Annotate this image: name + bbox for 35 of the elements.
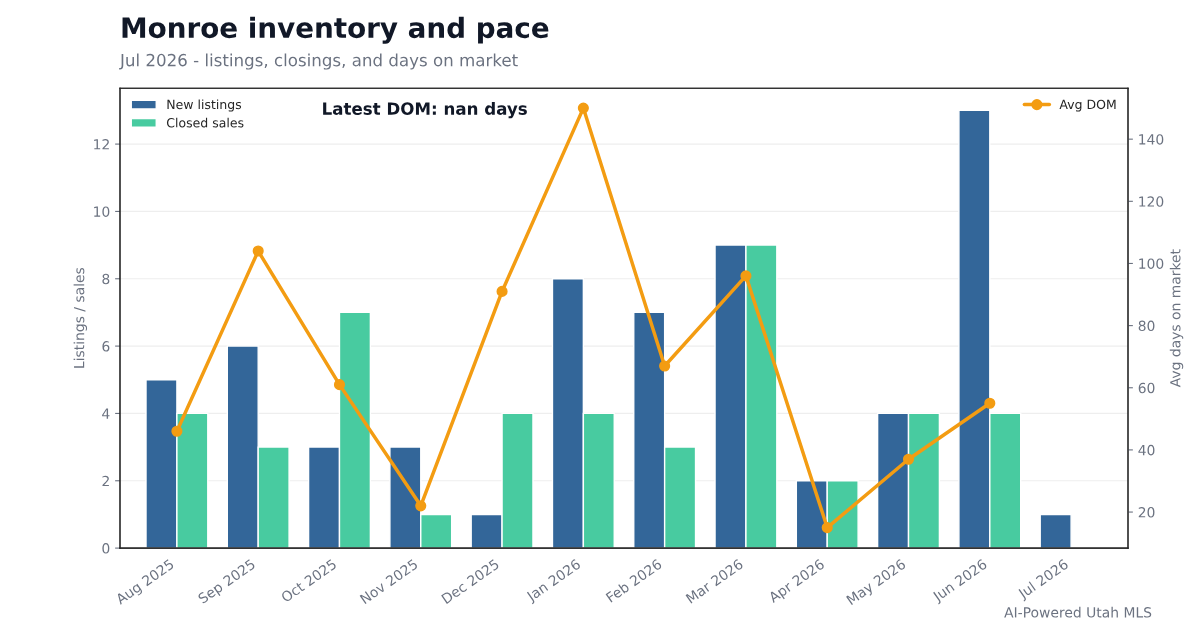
y2-axis-title: Avg days on market [1169, 249, 1184, 388]
chart-title: Monroe inventory and pace [122, 16, 549, 44]
point [740, 270, 752, 282]
y-tick-label: 0 [102, 543, 110, 554]
bar [1039, 513, 1072, 549]
point [577, 102, 589, 114]
point [821, 522, 833, 534]
legend-label: New listings [167, 99, 242, 112]
y2-tick-label: 140 [1139, 134, 1164, 145]
point [415, 500, 427, 512]
point [171, 425, 183, 437]
annotation: Latest DOM: nan days [323, 102, 527, 119]
y2-tick-label: 20 [1138, 507, 1155, 518]
legend-label: Avg DOM [1059, 99, 1116, 112]
y-tick-label: 2 [102, 475, 109, 487]
chart-subtitle: Jul 2026 - listings, closings, and days on market [119, 53, 518, 70]
point [659, 360, 671, 372]
y-tick-label: 12 [94, 139, 109, 150]
y-tick-label: 8 [102, 273, 110, 285]
y2-tick-label: 120 [1139, 196, 1164, 207]
legend-label: Closed sales [166, 117, 244, 128]
point [496, 285, 508, 297]
y-tick-label: 4 [102, 408, 110, 419]
y2-tick-label: 60 [1138, 382, 1155, 394]
point [252, 245, 264, 257]
y2-tick-label: 40 [1138, 444, 1155, 456]
y2-tick-label: 100 [1139, 258, 1164, 269]
y-axis-title: Listings / sales [73, 267, 88, 368]
y-tick-label: 6 [102, 341, 110, 352]
y2-tick-label: 80 [1138, 320, 1155, 332]
point [902, 453, 915, 465]
point [333, 379, 346, 391]
y-tick-label: 10 [94, 206, 110, 217]
text: AI-Powered Utah MLS [1004, 606, 1152, 618]
point [984, 397, 996, 409]
